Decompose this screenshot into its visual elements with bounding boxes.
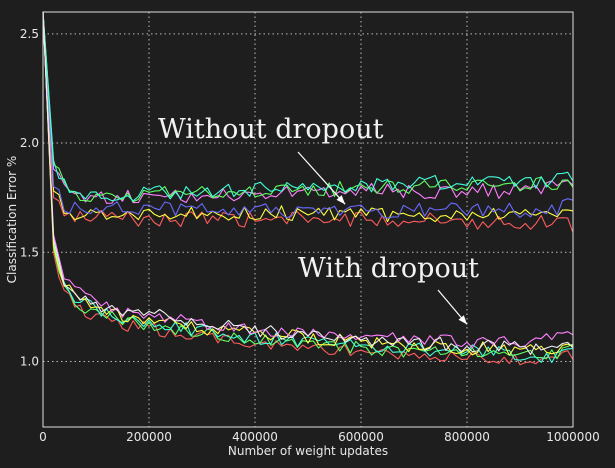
series-line-without-dropout [42,11,574,223]
y-tick-label: 1.5 [20,245,39,259]
series-line-with-dropout [42,11,574,356]
y-tick-label: 2.0 [20,136,39,150]
series-line-with-dropout [42,11,574,355]
x-tick-label: 1000000 [546,430,599,444]
plot-frame [42,11,574,428]
x-tick-label: 800000 [444,430,490,444]
series-line-without-dropout [42,22,574,233]
annotations: Without dropout With dropout [158,114,479,325]
series-line-with-dropout [42,11,574,366]
annotation-arrow-without-dropout [297,151,346,205]
series-line-without-dropout [42,11,574,202]
y-axis-label: Classification Error % [5,156,19,284]
y-tick-label: 1.0 [20,354,39,368]
annotation-arrowhead-without-dropout [336,195,346,205]
x-tick-label: 400000 [232,430,278,444]
x-tick-label: 0 [39,430,47,444]
annotation-without-dropout: Without dropout [158,114,384,145]
annotation-with-dropout: With dropout [298,253,479,284]
series-group [42,11,574,366]
x-tick-label: 200000 [126,430,172,444]
annotation-arrowhead-with-dropout [458,315,467,325]
x-tick-label: 600000 [338,430,384,444]
series-line-without-dropout [42,11,574,219]
ticks-group: 0 200000 400000 600000 800000 1000000 1.0 1.5 2.… [20,27,600,444]
x-axis-label: Number of weight updates [228,444,388,458]
axis-labels: Number of weight updates Classification … [5,156,388,458]
y-tick-label: 2.5 [20,27,39,41]
